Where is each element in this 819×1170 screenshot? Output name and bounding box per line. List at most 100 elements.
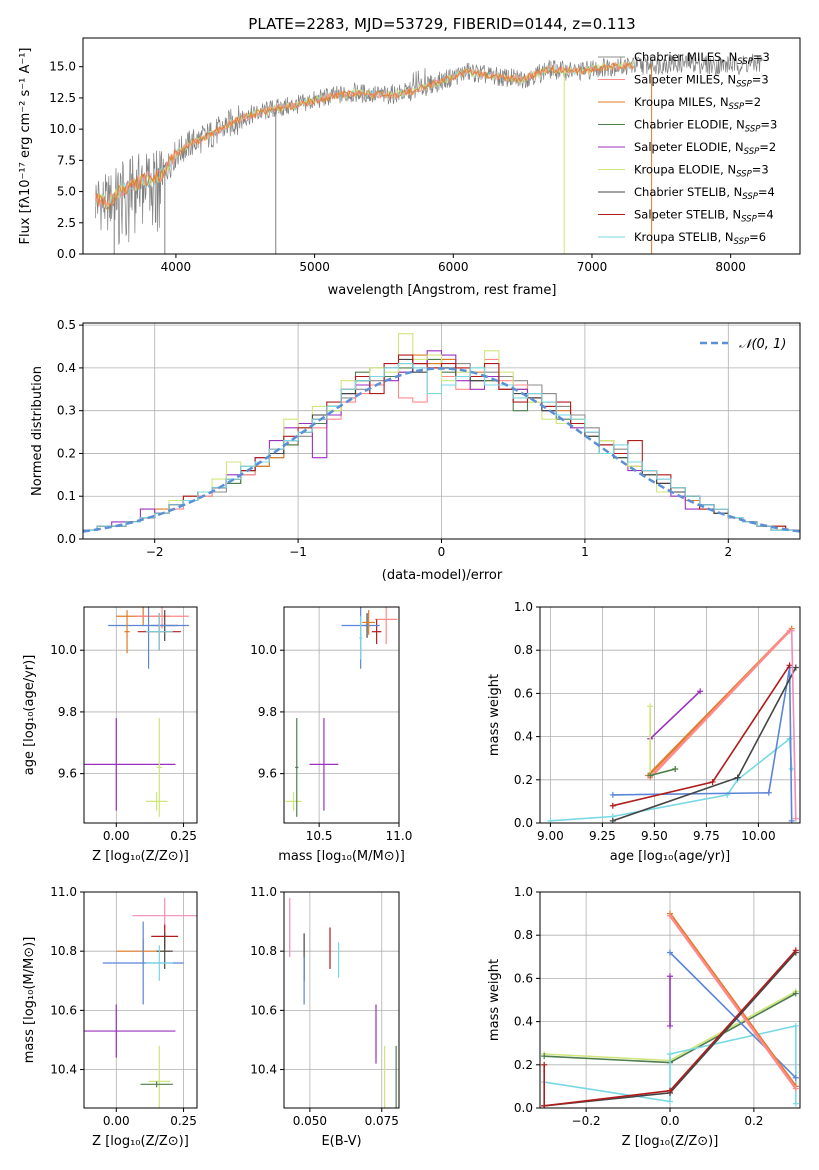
data-marks <box>84 607 189 817</box>
x-axis-label: age [log₁₀(age/yr)] <box>610 849 731 864</box>
weight-marker <box>647 703 654 710</box>
spectrum-ytick-label: 0.0 <box>57 247 76 261</box>
weight-marker <box>788 627 795 634</box>
weight-marker <box>709 778 716 785</box>
spectrum-frame <box>82 37 801 255</box>
ytick-label: 10.8 <box>250 944 277 958</box>
x-axis-label: mass [log₁₀(M/M⊙)] <box>278 849 405 864</box>
y-axis-label: mass weight <box>487 959 502 1041</box>
ytick-label: 0.0 <box>514 1101 533 1115</box>
residuals-plot-area <box>82 323 801 539</box>
legend-n: =3 <box>760 118 777 132</box>
spectrum-ytick-label: 12.5 <box>49 91 76 105</box>
y-axis-label: mass weight <box>487 674 502 756</box>
xtick-label: 0.050 <box>293 1114 327 1128</box>
legend-subscript: SSP <box>744 147 760 157</box>
weight-marker <box>609 802 616 809</box>
xtick-label: 0.075 <box>365 1114 399 1128</box>
legend-text: Salpeter ELODIE, N <box>634 140 744 154</box>
weight-marker <box>786 662 793 669</box>
weight-vs-z-panel: −0.2 0.0 0.2 0.0 0.2 0.4 0.6 0.8 1.0 Z [log₁₀(Z/Z… <box>487 885 801 1149</box>
ytick-label: 9.6 <box>258 767 277 781</box>
spectrum-xlabel: wavelength [Angstrom, rest frame] <box>328 283 557 298</box>
x-axis-label: E(B-V) <box>321 1134 361 1149</box>
mass-vs-ebv-panel: 0.050 0.075 10.4 10.6 10.8 11.0 E(B-V) <box>250 885 400 1149</box>
panel-frame <box>83 606 198 824</box>
ytick-label: 0.4 <box>514 730 533 744</box>
weight-line <box>790 630 797 819</box>
xtick-label: 0.0 <box>660 1114 679 1128</box>
ytick-label: 9.8 <box>58 705 77 719</box>
legend-text: Kroupa ELODIE, N <box>634 163 736 177</box>
xtick-label: 9.50 <box>641 829 668 843</box>
legend-text: Chabrier MILES, N <box>634 50 737 64</box>
xtick-label: 11.0 <box>386 829 413 843</box>
ytick-label: 10.6 <box>50 1003 77 1017</box>
weight-marker <box>667 1087 673 1094</box>
y-axis-label: age [log₁₀(age/yr)] <box>22 655 37 776</box>
legend-text: Salpeter STELIB, N <box>634 208 741 222</box>
weight-marker <box>667 1022 673 1029</box>
residuals-ytick-label: 0.2 <box>57 446 76 460</box>
data-marks <box>541 910 799 1108</box>
weight-marker <box>792 1100 799 1107</box>
residuals-ylabel: Normed distribution <box>30 366 45 496</box>
xtick-label: 9.25 <box>589 829 616 843</box>
spectrum-xtick-label: 7000 <box>577 260 608 274</box>
mass-vs-z-panel: 0.00 0.25 10.4 10.6 10.8 11.0 Z [log₁₀(Z/Z⊙)] m… <box>22 885 198 1149</box>
weight-marker <box>792 1085 799 1092</box>
residuals-xtick-label: 2 <box>724 545 732 559</box>
model-spectrum <box>95 62 635 210</box>
weight-marker <box>541 1061 548 1068</box>
ytick-label: 1.0 <box>514 885 533 899</box>
legend-subscript: SSP <box>741 215 757 225</box>
spectrum-xtick-label: 6000 <box>438 260 469 274</box>
legend-n: =3 <box>752 163 769 177</box>
normal-legend-label: 𝒩(0, 1) <box>739 337 786 352</box>
data-marks <box>547 625 799 823</box>
weight-marker <box>667 973 673 980</box>
weight-marker <box>792 1022 799 1029</box>
residuals-xlabel: (data-model)/error <box>382 568 503 583</box>
weight-marker <box>672 766 679 772</box>
age-vs-z-panel: 0.00 0.25 9.6 9.8 10.0 Z [log₁₀(Z/Z⊙)] age [lo… <box>22 606 198 864</box>
legend-text: Kroupa MILES, N <box>634 95 729 109</box>
weight-line <box>668 915 797 1090</box>
xtick-label: 10.5 <box>306 829 333 843</box>
xtick-label: 0.00 <box>103 829 130 843</box>
legend-subscript: SSP <box>736 170 752 180</box>
ytick-label: 0.8 <box>514 643 533 657</box>
ytick-label: 10.0 <box>50 643 77 657</box>
weight-line <box>649 690 701 740</box>
residuals-xtick-label: −1 <box>289 545 307 559</box>
spectrum-xtick-label: 8000 <box>715 260 746 274</box>
weight-marker <box>786 735 793 742</box>
weight-marker <box>792 664 799 671</box>
spectrum-ytick-label: 2.5 <box>57 216 76 230</box>
spectrum-legend-label: Kroupa ELODIE, NSSP=3 <box>634 163 769 180</box>
weight-line <box>543 949 797 1107</box>
legend-subscript: SSP <box>742 192 758 202</box>
weight-marker <box>765 789 772 796</box>
ytick-label: 11.0 <box>50 885 77 899</box>
residuals-panel: −2 −1 0 1 2 0.0 0.1 0.2 0.3 0.4 0.5 (data-model)/e… <box>30 318 801 583</box>
spectrum-ticks: 4000 5000 6000 7000 8000 0.0 2.5 5.0 7.5 10.0 12.5… <box>49 60 746 274</box>
weight-marker <box>667 949 673 956</box>
ytick-label: 0.2 <box>514 1058 533 1072</box>
weight-marker <box>667 912 673 919</box>
normal-curve <box>82 367 801 533</box>
legend-text: Salpeter MILES, N <box>634 73 736 87</box>
spectrum-legend-label: Salpeter MILES, NSSP=3 <box>634 73 769 90</box>
spectrum-lines <box>95 53 763 254</box>
ytick-label: 9.8 <box>258 705 277 719</box>
spectrum-legend-label: Kroupa MILES, NSSP=2 <box>634 95 761 112</box>
legend-subscript: SSP <box>729 102 745 112</box>
xtick-label: −0.2 <box>572 1114 601 1128</box>
spectrum-xtick-label: 5000 <box>299 260 330 274</box>
ytick-label: 10.8 <box>50 944 77 958</box>
spectrum-ytick-label: 7.5 <box>57 153 76 167</box>
ytick-label: 0.2 <box>514 773 533 787</box>
panel-frame <box>283 891 400 1109</box>
